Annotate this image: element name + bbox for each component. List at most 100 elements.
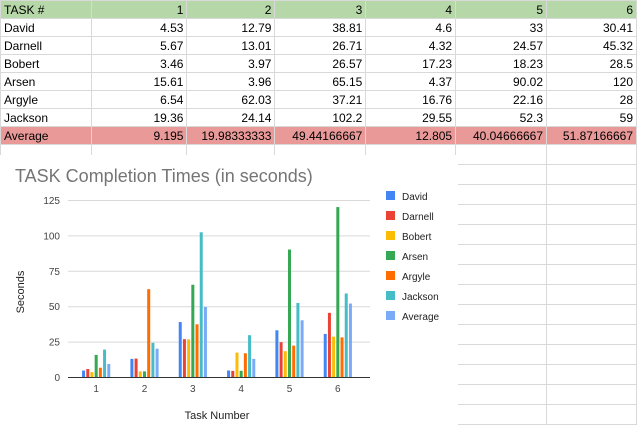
bar-average-task-4[interactable] — [252, 358, 256, 377]
value-cell[interactable]: 13.01 — [186, 36, 276, 55]
value-cell[interactable]: 3.46 — [90, 54, 188, 73]
empty-cell[interactable] — [455, 384, 548, 405]
value-cell[interactable]: 30.41 — [546, 18, 637, 37]
bar-arsen-task-5[interactable] — [288, 249, 291, 377]
bar-argyle-task-6[interactable] — [340, 337, 344, 377]
value-cell[interactable]: 3.96 — [186, 72, 276, 91]
empty-cell[interactable] — [455, 144, 548, 165]
value-cell[interactable]: 37.21 — [274, 90, 367, 109]
value-cell[interactable]: 4.37 — [365, 72, 457, 91]
value-cell[interactable]: 3.97 — [186, 54, 276, 73]
row-label-cell[interactable]: Jackson — [0, 108, 92, 127]
empty-cell[interactable] — [546, 204, 637, 225]
value-cell[interactable]: 4.53 — [90, 18, 188, 37]
empty-cell[interactable] — [546, 164, 637, 185]
value-cell[interactable]: 19.98333333 — [186, 126, 276, 145]
bar-david-task-6[interactable] — [323, 333, 327, 377]
bar-arsen-task-3[interactable] — [191, 284, 195, 377]
empty-cell[interactable] — [546, 384, 637, 405]
value-cell[interactable]: 3 — [274, 0, 367, 19]
value-cell[interactable]: 26.71 — [274, 36, 367, 55]
empty-cell[interactable] — [455, 364, 548, 385]
value-cell[interactable]: 15.61 — [90, 72, 188, 91]
empty-cell[interactable] — [546, 264, 637, 285]
value-cell[interactable]: 65.15 — [274, 72, 367, 91]
bar-average-task-1[interactable] — [107, 363, 111, 377]
empty-cell[interactable] — [455, 164, 548, 185]
bar-arsen-task-6[interactable] — [336, 207, 340, 377]
value-cell[interactable]: 52.3 — [455, 108, 548, 127]
bar-average-task-6[interactable] — [348, 303, 352, 377]
row-label-cell[interactable]: Darnell — [0, 36, 92, 55]
value-cell[interactable]: 12.805 — [365, 126, 457, 145]
bar-arsen-task-1[interactable] — [94, 354, 98, 377]
empty-cell[interactable] — [455, 344, 548, 365]
bar-david-task-2[interactable] — [130, 358, 134, 377]
value-cell[interactable]: 1 — [90, 0, 188, 19]
value-cell[interactable]: 22.16 — [455, 90, 548, 109]
bar-david-task-5[interactable] — [275, 330, 279, 377]
row-label-cell[interactable]: Arsen — [0, 72, 92, 91]
bar-bobert-task-2[interactable] — [138, 371, 142, 377]
value-cell[interactable]: 6 — [546, 0, 637, 19]
empty-cell[interactable] — [455, 324, 548, 345]
bar-darnell-task-6[interactable] — [327, 312, 331, 377]
bar-bobert-task-4[interactable] — [235, 352, 239, 377]
bar-darnell-task-3[interactable] — [182, 339, 186, 377]
chart-area[interactable]: TASK Completion Times (in seconds) 02550… — [0, 155, 458, 435]
bar-arsen-task-4[interactable] — [239, 370, 243, 377]
bar-argyle-task-1[interactable] — [98, 367, 102, 377]
empty-cell[interactable] — [455, 304, 548, 325]
value-cell[interactable]: 16.76 — [365, 90, 457, 109]
row-label-cell[interactable]: Argyle — [0, 90, 92, 109]
value-cell[interactable]: 24.14 — [186, 108, 276, 127]
value-cell[interactable]: 59 — [546, 108, 637, 127]
row-label-cell[interactable]: Average — [0, 126, 92, 145]
empty-cell[interactable] — [455, 404, 548, 425]
bar-bobert-task-6[interactable] — [332, 336, 336, 377]
value-cell[interactable]: 5.67 — [90, 36, 188, 55]
value-cell[interactable]: 18.23 — [455, 54, 548, 73]
value-cell[interactable]: 29.55 — [365, 108, 457, 127]
value-cell[interactable]: 26.57 — [274, 54, 367, 73]
bar-argyle-task-2[interactable] — [147, 289, 151, 377]
empty-cell[interactable] — [455, 244, 548, 265]
row-label-cell[interactable]: TASK # — [0, 0, 92, 19]
empty-cell[interactable] — [546, 224, 637, 245]
bar-bobert-task-5[interactable] — [283, 351, 287, 377]
bar-jackson-task-2[interactable] — [151, 342, 155, 377]
value-cell[interactable]: 9.195 — [90, 126, 188, 145]
empty-cell[interactable] — [546, 404, 637, 425]
value-cell[interactable]: 6.54 — [90, 90, 188, 109]
bar-darnell-task-5[interactable] — [279, 342, 283, 377]
empty-cell[interactable] — [455, 184, 548, 205]
value-cell[interactable]: 19.36 — [90, 108, 188, 127]
empty-cell[interactable] — [546, 284, 637, 305]
bar-jackson-task-1[interactable] — [103, 349, 107, 377]
bar-bobert-task-3[interactable] — [187, 339, 191, 377]
bar-darnell-task-2[interactable] — [134, 358, 138, 377]
empty-cell[interactable] — [546, 304, 637, 325]
bar-argyle-task-4[interactable] — [243, 353, 247, 377]
bar-average-task-3[interactable] — [203, 306, 207, 377]
empty-cell[interactable] — [455, 204, 548, 225]
empty-cell[interactable] — [546, 144, 637, 165]
value-cell[interactable]: 51.87166667 — [546, 126, 637, 145]
bar-jackson-task-6[interactable] — [344, 293, 348, 377]
value-cell[interactable]: 2 — [186, 0, 276, 19]
bar-jackson-task-3[interactable] — [199, 232, 203, 377]
value-cell[interactable]: 4.6 — [365, 18, 457, 37]
bar-david-task-1[interactable] — [82, 370, 86, 377]
empty-cell[interactable] — [546, 344, 637, 365]
value-cell[interactable]: 28 — [546, 90, 637, 109]
row-label-cell[interactable]: David — [0, 18, 92, 37]
empty-cell[interactable] — [455, 264, 548, 285]
empty-cell[interactable] — [546, 184, 637, 205]
bar-arsen-task-2[interactable] — [143, 371, 146, 377]
bar-darnell-task-1[interactable] — [86, 368, 90, 377]
value-cell[interactable]: 102.2 — [274, 108, 367, 127]
bar-darnell-task-4[interactable] — [231, 370, 235, 377]
value-cell[interactable]: 4.32 — [365, 36, 457, 55]
bar-david-task-4[interactable] — [227, 370, 231, 377]
value-cell[interactable]: 40.04666667 — [455, 126, 548, 145]
